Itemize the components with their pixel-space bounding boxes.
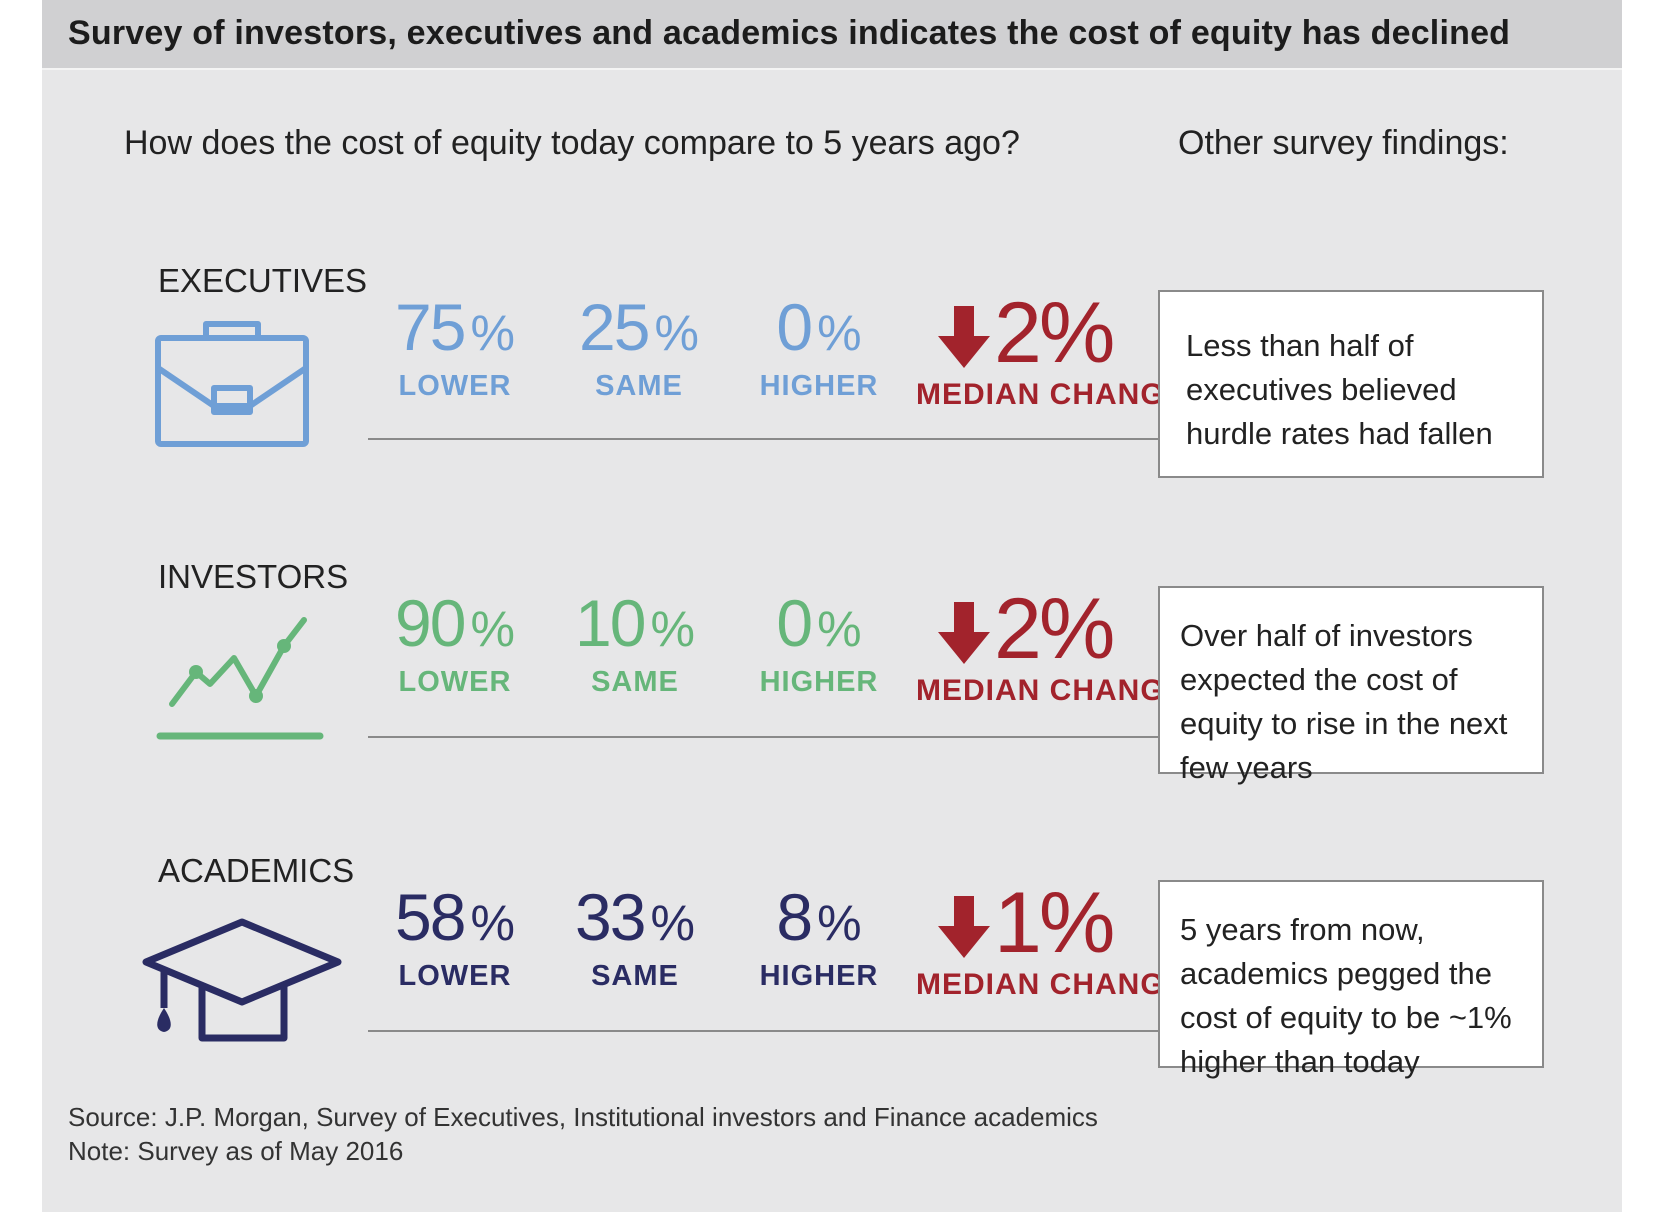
stat-label: SAME bbox=[591, 960, 679, 992]
group-name: ACADEMICS bbox=[158, 852, 355, 889]
finding-box: Over half of investors expected the cost… bbox=[1158, 586, 1544, 785]
percent-sign: % bbox=[817, 895, 862, 951]
finding-text: 5 years from now, academics pegged the c… bbox=[1180, 912, 1512, 1079]
stat-value: 25 bbox=[579, 290, 650, 364]
stat-value: 0 bbox=[776, 586, 813, 660]
section-divider bbox=[368, 736, 1162, 738]
stat-value: 0 bbox=[776, 290, 813, 364]
median-value: 1% bbox=[994, 875, 1115, 971]
investors-section: INVESTORS 90% LOWER 10% SAME 0% HIGHER bbox=[42, 558, 1622, 828]
median-label: MEDIAN CHANGE bbox=[916, 378, 1186, 411]
note-text: Note: Survey as of May 2016 bbox=[68, 1136, 404, 1166]
median-change: 1% MEDIAN CHANGE bbox=[902, 875, 1185, 1001]
group-name: INVESTORS bbox=[158, 558, 349, 595]
percent-sign: % bbox=[470, 601, 515, 657]
stat-label: HIGHER bbox=[759, 370, 879, 402]
stat-value: 8 bbox=[776, 880, 813, 954]
findings-heading: Other survey findings: bbox=[1178, 124, 1509, 162]
median-value: 2% bbox=[994, 285, 1115, 381]
stat-value: 33 bbox=[575, 880, 646, 954]
section-divider bbox=[368, 438, 1162, 440]
group-name: EXECUTIVES bbox=[158, 262, 368, 299]
stat-value: 75 bbox=[395, 290, 466, 364]
infographic-panel: Survey of investors, executives and acad… bbox=[42, 0, 1622, 1212]
stat-label: LOWER bbox=[398, 960, 512, 992]
stat-value: 58 bbox=[395, 880, 466, 954]
median-label: MEDIAN CHANGE bbox=[916, 674, 1186, 707]
stat-same: 33% SAME bbox=[550, 882, 720, 993]
percent-sign: % bbox=[654, 305, 699, 361]
line-chart-icon bbox=[156, 614, 326, 749]
stat-lower: 58% LOWER bbox=[370, 882, 540, 993]
median-label: MEDIAN CHANGE bbox=[916, 968, 1186, 1001]
finding-text: Less than half of executives believed hu… bbox=[1186, 328, 1493, 451]
stat-value: 90 bbox=[395, 586, 466, 660]
stat-same: 25% SAME bbox=[554, 292, 724, 403]
source-text: Source: J.P. Morgan, Survey of Executive… bbox=[68, 1102, 1098, 1132]
graduation-cap-icon bbox=[142, 916, 342, 1051]
stat-label: HIGHER bbox=[759, 666, 879, 698]
executives-section: EXECUTIVES 75% LOWER 25% SAME 0% HIGHER bbox=[42, 262, 1622, 532]
percent-sign: % bbox=[650, 601, 695, 657]
section-divider bbox=[368, 1030, 1162, 1032]
page-title: Survey of investors, executives and acad… bbox=[68, 14, 1511, 52]
stat-higher: 0% HIGHER bbox=[734, 588, 904, 699]
percent-sign: % bbox=[817, 305, 862, 361]
stat-label: LOWER bbox=[398, 666, 512, 698]
briefcase-icon bbox=[154, 318, 310, 453]
stat-higher: 8% HIGHER bbox=[734, 882, 904, 993]
stat-label: HIGHER bbox=[759, 960, 879, 992]
stat-lower: 90% LOWER bbox=[370, 588, 540, 699]
percent-sign: % bbox=[817, 601, 862, 657]
finding-box: Less than half of executives believed hu… bbox=[1158, 290, 1544, 478]
source-note: Source: J.P. Morgan, Survey of Executive… bbox=[68, 1100, 1098, 1168]
median-value: 2% bbox=[994, 581, 1115, 677]
stat-same: 10% SAME bbox=[550, 588, 720, 699]
percent-sign: % bbox=[470, 305, 515, 361]
finding-text: Over half of investors expected the cost… bbox=[1180, 618, 1508, 785]
median-change: 2% MEDIAN CHANGE bbox=[902, 581, 1185, 707]
stat-higher: 0% HIGHER bbox=[734, 292, 904, 403]
percent-sign: % bbox=[650, 895, 695, 951]
down-arrow-icon bbox=[938, 602, 990, 664]
stat-value: 10 bbox=[575, 586, 646, 660]
stat-lower: 75% LOWER bbox=[370, 292, 540, 403]
academics-section: ACADEMICS 58% LOWER 33% SAME 8% HIGHER bbox=[42, 852, 1622, 1122]
down-arrow-icon bbox=[938, 896, 990, 958]
finding-box: 5 years from now, academics pegged the c… bbox=[1158, 880, 1544, 1079]
percent-sign: % bbox=[470, 895, 515, 951]
stat-label: LOWER bbox=[398, 370, 512, 402]
stat-label: SAME bbox=[595, 370, 683, 402]
header-bar: Survey of investors, executives and acad… bbox=[42, 0, 1622, 70]
stat-label: SAME bbox=[591, 666, 679, 698]
median-change: 2% MEDIAN CHANGE bbox=[902, 285, 1185, 411]
down-arrow-icon bbox=[938, 306, 990, 368]
survey-question: How does the cost of equity today compar… bbox=[124, 124, 1020, 162]
